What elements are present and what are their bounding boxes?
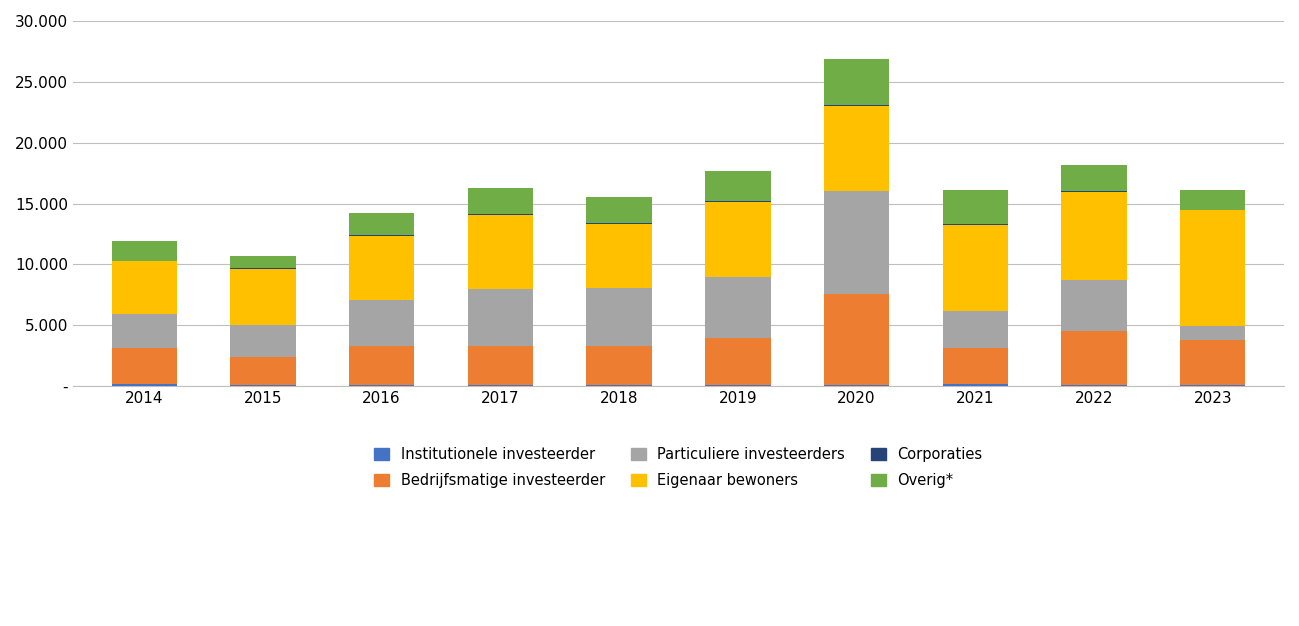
Bar [943,225,1008,311]
Bar [349,213,414,235]
Bar [230,256,296,268]
Bar [586,197,652,223]
Bar [1179,190,1246,210]
Bar [112,241,177,260]
Bar [1179,326,1246,341]
Bar [468,347,533,386]
Bar [705,338,770,386]
Bar [824,191,890,294]
Bar [705,202,770,277]
Bar [586,347,652,386]
Bar [943,311,1008,347]
Legend: Institutionele investeerder, Bedrijfsmatige investeerder, Particuliere investeer: Institutionele investeerder, Bedrijfsmat… [374,446,982,488]
Bar [112,314,177,347]
Bar [230,325,296,357]
Bar [1061,331,1126,386]
Bar [230,357,296,386]
Bar [349,300,414,347]
Bar [1061,165,1126,192]
Bar [468,215,533,289]
Bar [112,261,177,314]
Bar [468,188,533,215]
Bar [1179,341,1246,386]
Bar [943,347,1008,384]
Bar [586,288,652,347]
Bar [1179,210,1246,326]
Bar [705,277,770,338]
Bar [824,106,890,191]
Bar [468,289,533,347]
Bar [349,236,414,300]
Bar [705,171,770,201]
Bar [586,223,652,288]
Bar [1061,192,1126,280]
Bar [349,347,414,386]
Bar [1061,280,1126,331]
Bar [943,190,1008,224]
Bar [112,384,177,386]
Bar [112,347,177,384]
Bar [230,269,296,325]
Bar [943,384,1008,386]
Bar [824,59,890,105]
Bar [824,294,890,386]
